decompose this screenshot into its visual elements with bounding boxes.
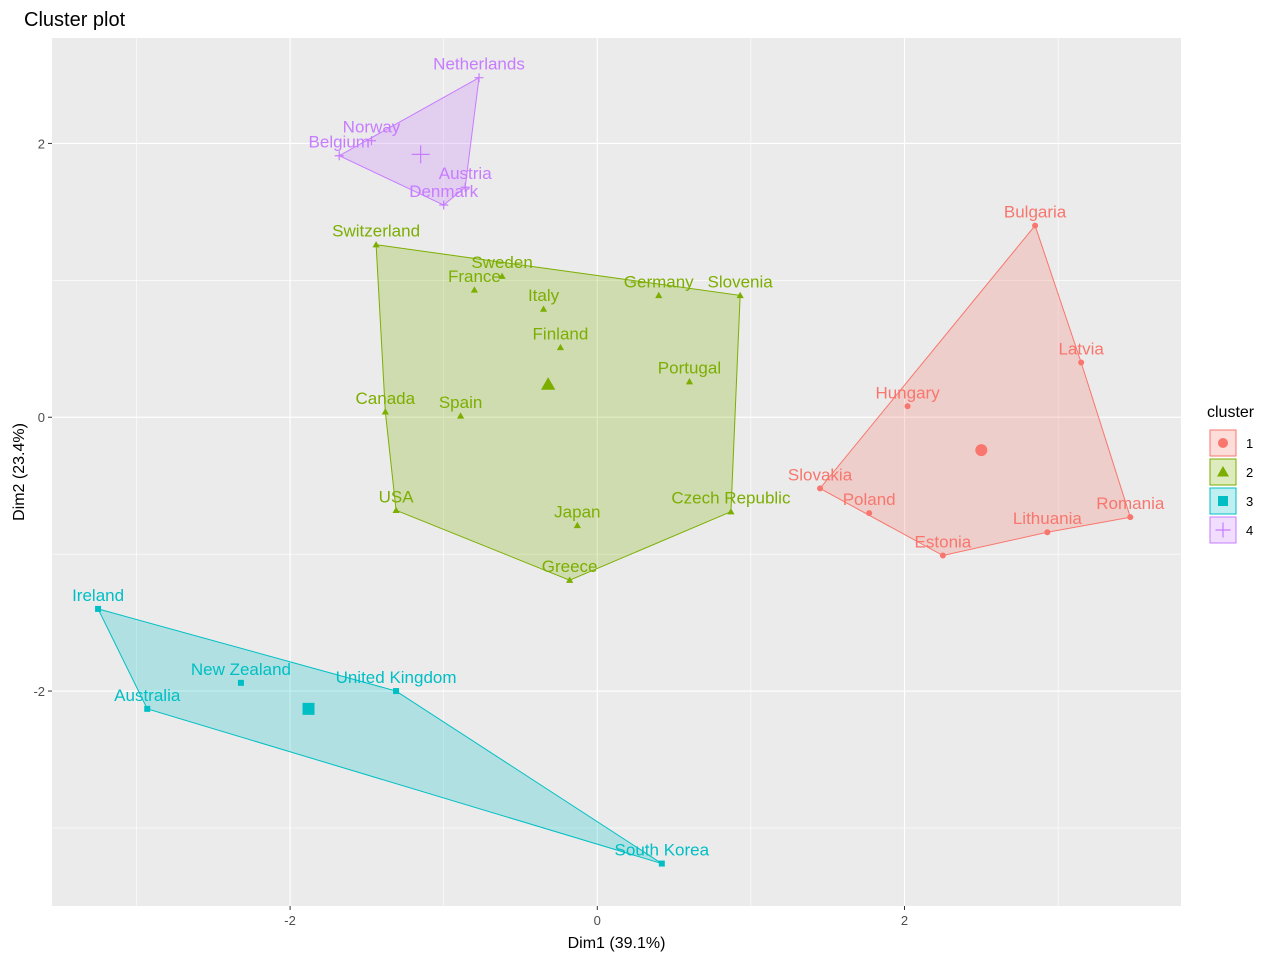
point-label: Portugal: [658, 359, 721, 378]
point-label: Switzerland: [332, 222, 420, 241]
legend-item-3: 3: [1209, 487, 1253, 515]
cluster-4-point: [366, 136, 376, 146]
point-label: Romania: [1096, 494, 1165, 513]
legend-title: cluster: [1207, 404, 1255, 421]
point-labels: Bulgaria Latvia Hungary Slovakia Poland Roman…: [72, 55, 1165, 860]
cluster-3-point: [658, 860, 665, 867]
legend-label: 2: [1246, 465, 1253, 480]
x-tick-label: -2: [284, 913, 296, 928]
point-label: Austria: [439, 164, 492, 183]
cluster-1-point: [1032, 222, 1039, 229]
cluster-3-point: [144, 705, 151, 712]
legend-key-shape: [1217, 466, 1229, 477]
point-label: USA: [379, 487, 415, 506]
cluster-hulls: [97, 76, 1131, 865]
y-tick-label: -2: [33, 684, 45, 699]
point-label: Bulgaria: [1004, 203, 1067, 222]
cluster-2-point: [372, 241, 380, 248]
point-label: United Kingdom: [336, 668, 457, 687]
cluster-1-point: [904, 403, 911, 410]
point-label: Slovenia: [708, 272, 774, 291]
cluster-2-point: [573, 521, 581, 529]
point-label: Spain: [439, 393, 482, 412]
cluster-3-centroid: [302, 702, 315, 715]
cluster-2-point: [498, 272, 506, 279]
x-axis-title: Dim1 (39.1%): [568, 935, 666, 952]
y-axis-title: Dim2 (23.4%): [11, 423, 28, 521]
point-label: New Zealand: [191, 660, 291, 679]
cluster-2-point: [655, 291, 663, 299]
cluster-3-point: [237, 679, 244, 686]
y-tick-label: 2: [38, 136, 45, 151]
cluster-2-point: [470, 286, 479, 293]
cluster-2-point: [381, 408, 389, 415]
cluster-2-point: [539, 305, 548, 312]
cluster-2-point: [727, 508, 735, 515]
point-label: Belgium: [309, 133, 370, 152]
point-label: Japan: [554, 502, 600, 521]
point-label: Lithuania: [1013, 509, 1083, 528]
point-label: Hungary: [875, 383, 940, 402]
point-label: Estonia: [915, 533, 972, 552]
cluster-3-point: [393, 688, 400, 695]
plot-panel: [52, 38, 1181, 906]
cluster-2-point: [736, 291, 744, 299]
point-label: Australia: [114, 686, 181, 705]
legend-item-4: 4: [1209, 516, 1253, 544]
cluster-2-point: [685, 378, 694, 385]
cluster-1-point: [1127, 514, 1134, 521]
cluster-4-point: [334, 151, 344, 161]
point-label: Denmark: [409, 182, 478, 201]
x-tick-label: 2: [901, 913, 908, 928]
point-label: France: [448, 267, 501, 286]
cluster-2-point: [556, 343, 565, 351]
chart-title: Cluster plot: [24, 9, 126, 31]
point-label: Ireland: [72, 586, 124, 605]
cluster-4-point: [460, 182, 470, 192]
legend: cluster 1 2 3 4: [1207, 404, 1255, 544]
point-label: South Korea: [615, 841, 710, 860]
legend-key: [1209, 487, 1237, 515]
cluster-points: [95, 73, 1134, 867]
legend-item-2: 2: [1209, 458, 1253, 486]
cluster-4-point: [439, 200, 449, 210]
cluster-2-point: [566, 576, 574, 583]
cluster-1-point: [817, 485, 824, 492]
legend-label: 4: [1246, 523, 1253, 538]
cluster-2-point: [392, 506, 400, 514]
point-label: Poland: [843, 490, 896, 509]
legend-key-shape: [1218, 438, 1228, 448]
cluster-3-point: [95, 605, 102, 612]
x-tick-label: 0: [594, 913, 601, 928]
legend-item-1: 1: [1209, 429, 1253, 457]
point-label: Latvia: [1058, 339, 1104, 358]
point-label: Netherlands: [433, 55, 525, 74]
point-label: Greece: [542, 557, 598, 576]
point-label: Norway: [343, 118, 401, 137]
point-label: Canada: [356, 389, 416, 408]
grid-lines: [52, 38, 1181, 906]
cluster-1-point: [939, 552, 946, 559]
y-tick-label: 0: [38, 410, 45, 425]
cluster-1-point: [1044, 529, 1051, 536]
point-label: Czech Republic: [671, 489, 791, 508]
cluster-4-centroid: [411, 145, 430, 164]
legend-label: 3: [1246, 494, 1253, 509]
cluster-4-point: [474, 73, 484, 83]
cluster-2-centroid: [540, 377, 556, 390]
point-label: Sweden: [471, 253, 532, 272]
legend-label: 1: [1246, 436, 1253, 451]
point-label: Germany: [624, 272, 694, 291]
point-label: Finland: [533, 324, 589, 343]
point-label: Italy: [528, 286, 560, 305]
legend-key-shape: [1218, 496, 1228, 506]
cluster-2-point: [456, 412, 465, 419]
point-label: Slovakia: [788, 465, 853, 484]
axis-ticks: -2 0 2 -2 0 2: [33, 136, 908, 928]
cluster-1-centroid: [975, 444, 988, 457]
cluster-1-point: [1078, 359, 1085, 366]
legend-key-shape: [1215, 522, 1231, 538]
cluster-1-point: [866, 510, 873, 517]
